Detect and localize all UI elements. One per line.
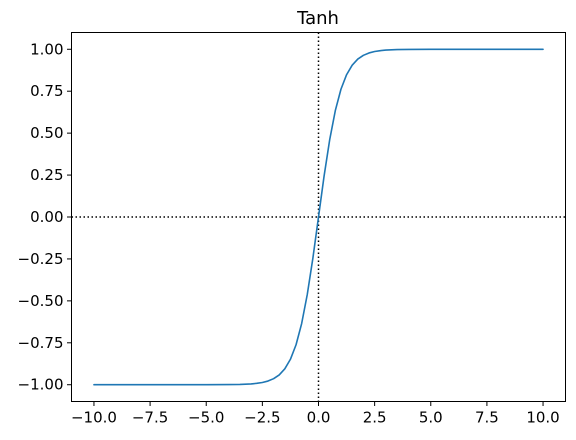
- y-tick-label: −0.75: [18, 334, 64, 352]
- y-tick-label: 0.50: [30, 124, 63, 142]
- y-tick-label: 0.25: [30, 166, 63, 184]
- x-tick-label: −5.0: [188, 409, 224, 427]
- x-tick-label: 7.5: [475, 409, 499, 427]
- y-tick-label: −0.50: [18, 292, 64, 310]
- x-tick-label: −2.5: [244, 409, 280, 427]
- y-tick-label: 0.00: [30, 208, 63, 226]
- series-line-tanh: [93, 48, 544, 386]
- chart-title: Tanh: [296, 8, 339, 29]
- x-axis: −10.0 −7.5 −5.0 −2.5 0.0 2.5 5.0 7.5 10.0: [71, 401, 560, 427]
- x-tick-label: 10.0: [526, 409, 559, 427]
- x-tick-label: 2.5: [363, 409, 387, 427]
- y-tick-label: 1.00: [30, 40, 63, 58]
- plot-area: [71, 32, 566, 402]
- x-tick-label: 0.0: [307, 409, 331, 427]
- x-tick-label: 5.0: [419, 409, 443, 427]
- x-tick-label: −10.0: [71, 409, 117, 427]
- y-tick-label: −0.25: [18, 250, 64, 268]
- y-axis: 1.00 0.75 0.50 0.25 0.00 −0.25 −0.50 −0.75 −1.00: [18, 40, 72, 394]
- y-tick-label: −1.00: [18, 376, 64, 394]
- y-tick-label: 0.75: [30, 82, 63, 100]
- x-tick-label: −7.5: [132, 409, 168, 427]
